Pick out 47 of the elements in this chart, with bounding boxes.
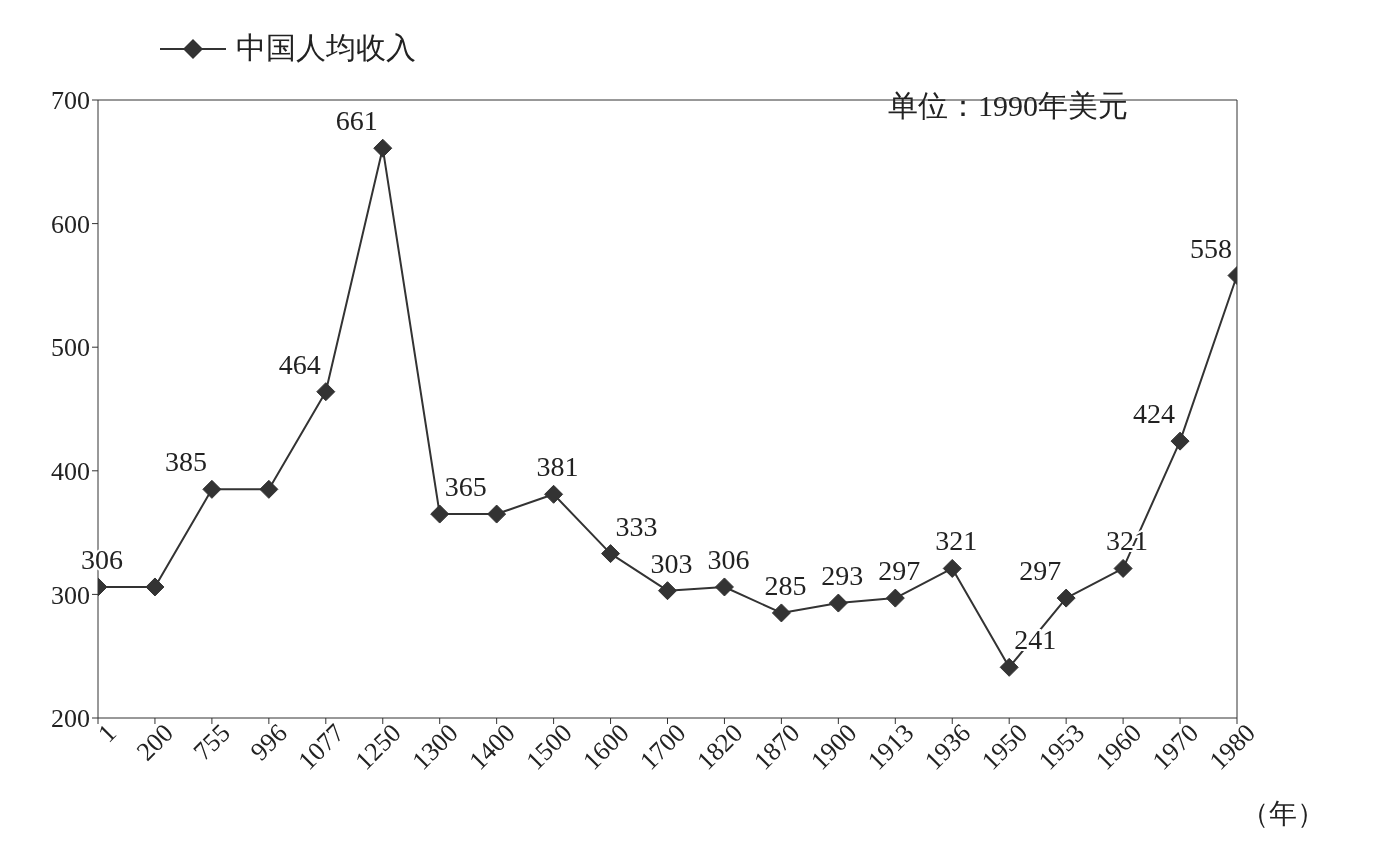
point [145,577,165,597]
y-tick-label: 400 [51,457,90,487]
point [714,577,734,597]
data-label: 297 [1019,555,1062,587]
annotation: 单位：1990年美元 [888,88,1128,124]
data-label: 333 [615,510,658,542]
point [601,544,621,564]
point [942,558,962,578]
point [316,382,336,402]
x-tick-label: 1 [92,718,123,748]
point [259,479,279,499]
point [430,504,450,524]
point [1056,588,1076,608]
point [828,593,848,613]
data-label: 381 [536,451,579,483]
data-label: 306 [81,543,123,575]
data-label: 464 [278,348,321,380]
data-label: 385 [164,446,207,478]
data-label: 365 [444,471,487,503]
x-tick-label: 996 [244,718,293,767]
data-label: 293 [821,560,864,592]
point [373,138,393,158]
y-tick-label: 300 [51,580,90,610]
point [544,484,564,504]
point [1113,558,1133,578]
data-label: 285 [764,569,807,601]
data-label: 558 [1190,232,1232,264]
y-tick-label: 500 [51,333,90,363]
data-label: 321 [935,525,978,557]
data-label: 424 [1133,398,1176,430]
data-label: 661 [335,105,378,137]
point [771,603,791,623]
data-label: 297 [878,555,921,587]
y-tick-label: 700 [51,86,90,116]
point [202,479,222,499]
point [658,581,677,601]
x-tick-label: 755 [187,718,236,767]
x-axis-title: （年） [1241,797,1325,829]
x-tick-label: 200 [130,718,179,767]
point [999,657,1019,677]
point [885,588,905,608]
y-tick-label: 600 [51,209,90,239]
data-label: 303 [650,547,693,579]
legend-label: 中国人均收入 [236,30,416,66]
data-label: 306 [707,543,750,575]
point [1170,431,1190,451]
point [487,504,507,524]
